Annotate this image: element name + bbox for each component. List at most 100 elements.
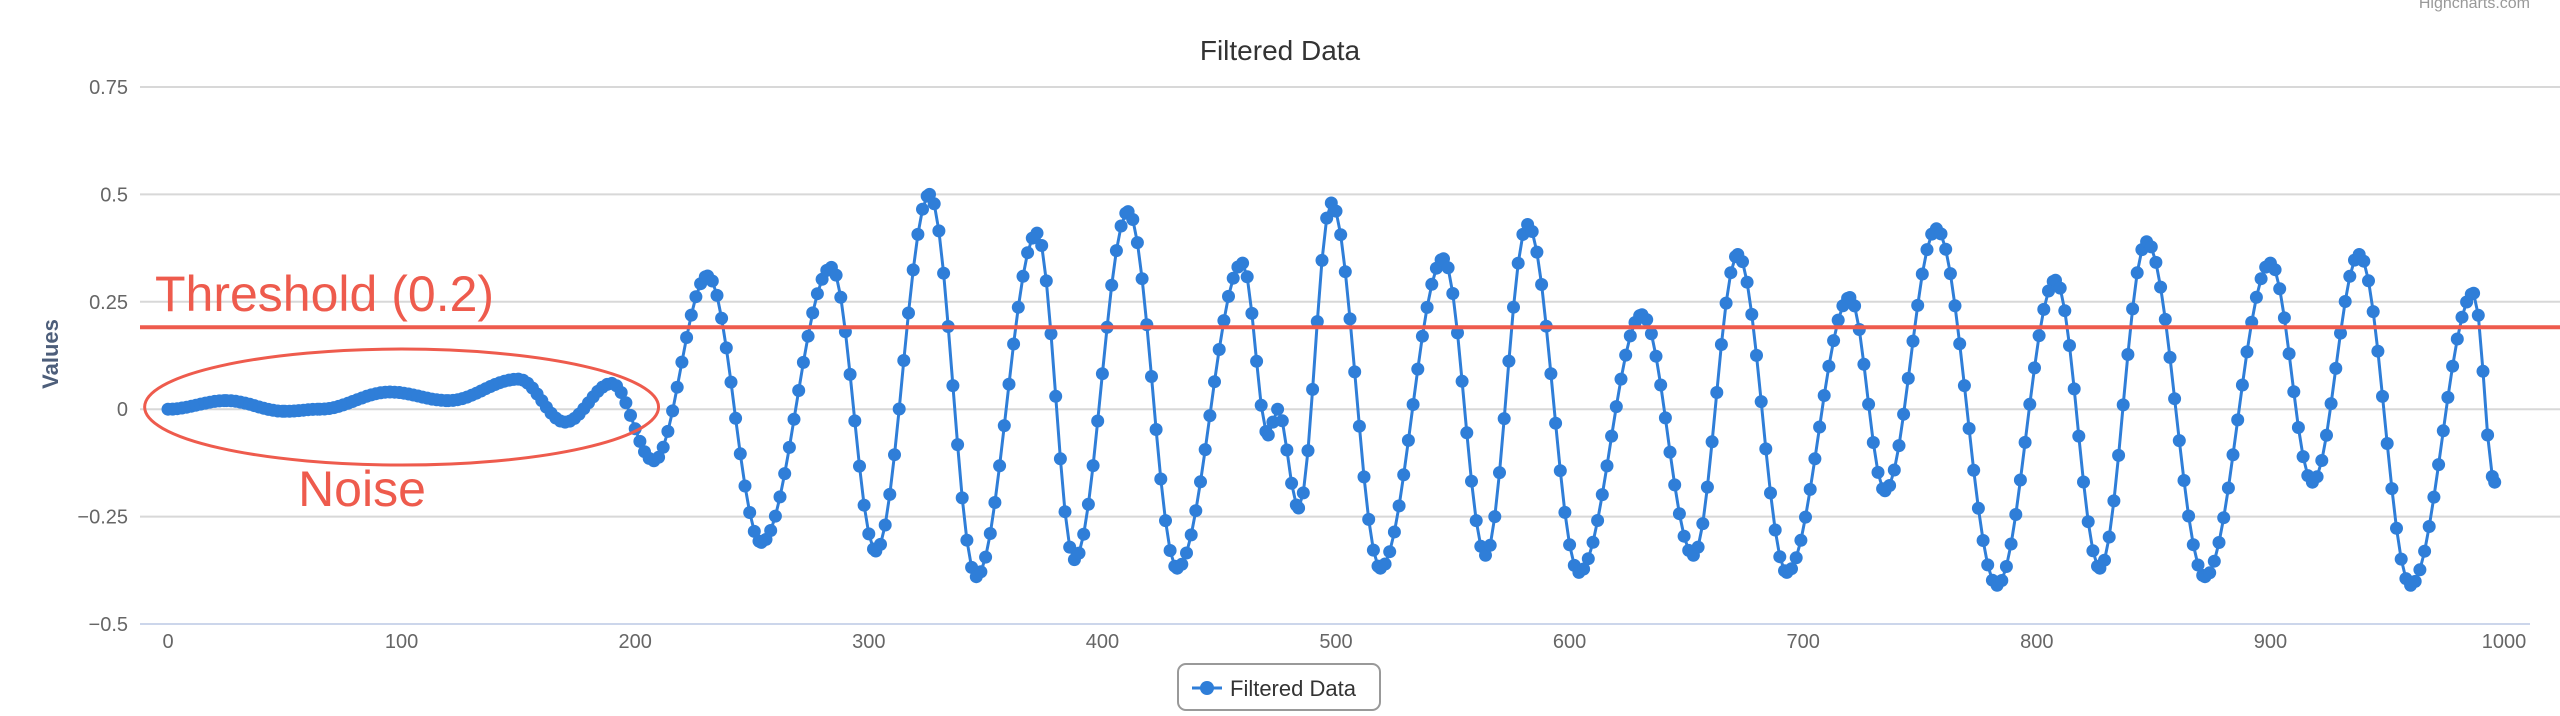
data-point[interactable] (993, 459, 1007, 473)
data-point[interactable] (1497, 412, 1511, 426)
data-point[interactable] (624, 408, 637, 422)
data-point[interactable] (1306, 382, 1320, 396)
data-point[interactable] (2287, 385, 2301, 399)
data-point[interactable] (2221, 481, 2235, 495)
data-point[interactable] (1794, 533, 1808, 547)
data-point[interactable] (2291, 421, 2305, 434)
data-point[interactable] (1488, 510, 1502, 524)
data-point[interactable] (2207, 554, 2221, 568)
data-point[interactable] (1768, 523, 1782, 537)
data-point[interactable] (897, 354, 911, 367)
data-point[interactable] (857, 498, 871, 512)
data-point[interactable] (782, 440, 796, 454)
data-point[interactable] (2254, 272, 2268, 286)
data-point[interactable] (1691, 540, 1705, 554)
data-point[interactable] (1605, 429, 1619, 443)
data-point[interactable] (1483, 538, 1497, 552)
data-point[interactable] (1871, 465, 1885, 479)
data-point[interactable] (2441, 390, 2455, 404)
data-point[interactable] (1007, 337, 1021, 351)
data-point[interactable] (1159, 514, 1172, 528)
data-point[interactable] (2028, 361, 2041, 375)
data-point[interactable] (2476, 364, 2490, 378)
data-point[interactable] (2072, 429, 2086, 443)
data-point[interactable] (1714, 338, 1728, 351)
data-point[interactable] (1525, 225, 1539, 238)
data-point[interactable] (1511, 256, 1525, 270)
data-point[interactable] (1254, 398, 1268, 412)
data-point[interactable] (1091, 414, 1105, 428)
data-point[interactable] (834, 290, 848, 304)
data-point[interactable] (1563, 538, 1577, 552)
data-point[interactable] (2172, 434, 2186, 448)
data-point[interactable] (1189, 504, 1203, 518)
data-point[interactable] (927, 197, 941, 211)
data-point[interactable] (1320, 211, 1334, 225)
data-point[interactable] (1700, 480, 1714, 494)
data-point[interactable] (1967, 463, 1981, 477)
data-point[interactable] (1149, 423, 1163, 436)
data-point[interactable] (1640, 313, 1654, 327)
data-point[interactable] (997, 419, 1011, 433)
data-point[interactable] (960, 533, 974, 547)
data-point[interactable] (902, 306, 915, 320)
data-point[interactable] (1971, 501, 1985, 515)
data-point[interactable] (1154, 472, 1168, 486)
data-point[interactable] (2231, 413, 2245, 427)
data-point[interactable] (1852, 323, 1866, 336)
data-point[interactable] (853, 459, 866, 473)
data-point[interactable] (1705, 435, 1719, 449)
data-point[interactable] (2273, 282, 2287, 296)
data-point[interactable] (1315, 253, 1329, 267)
data-point[interactable] (1180, 546, 1193, 560)
data-point[interactable] (764, 524, 778, 537)
data-point[interactable] (2296, 450, 2310, 464)
data-point[interactable] (2324, 397, 2338, 411)
data-point[interactable] (1827, 334, 1841, 348)
data-point[interactable] (1126, 213, 1140, 226)
data-point[interactable] (1939, 242, 1953, 256)
data-point[interactable] (2067, 382, 2081, 396)
data-point[interactable] (792, 384, 806, 397)
data-point[interactable] (1724, 266, 1738, 280)
data-point[interactable] (1135, 272, 1149, 286)
data-point[interactable] (1803, 482, 1817, 496)
data-point[interactable] (1271, 402, 1285, 416)
data-point[interactable] (1822, 359, 1836, 373)
data-point[interactable] (2277, 311, 2291, 325)
data-point[interactable] (1184, 528, 1198, 542)
data-point[interactable] (955, 491, 969, 505)
data-point[interactable] (2168, 392, 2182, 406)
data-point[interactable] (747, 524, 761, 538)
data-point[interactable] (2432, 458, 2446, 472)
data-point[interactable] (2413, 563, 2427, 577)
data-point[interactable] (1644, 327, 1658, 341)
data-point[interactable] (1348, 365, 1362, 379)
data-point[interactable] (1044, 327, 1058, 341)
data-point[interactable] (2376, 389, 2389, 403)
data-point[interactable] (1357, 470, 1371, 484)
data-point[interactable] (1011, 300, 1025, 314)
data-point[interactable] (1063, 540, 1077, 554)
data-point[interactable] (2203, 566, 2217, 580)
data-point[interactable] (1397, 468, 1411, 482)
data-point[interactable] (1906, 334, 1920, 348)
data-point[interactable] (1081, 497, 1095, 511)
data-point[interactable] (1897, 407, 1911, 421)
data-point[interactable] (2362, 274, 2375, 288)
data-point[interactable] (1016, 269, 1030, 283)
data-point[interactable] (1591, 514, 1605, 527)
data-point[interactable] (1329, 204, 1343, 218)
data-point[interactable] (2315, 454, 2329, 467)
data-point[interactable] (2450, 332, 2464, 346)
data-point[interactable] (2158, 312, 2172, 326)
legend[interactable]: Filtered Data (1177, 663, 1381, 711)
data-point[interactable] (787, 412, 801, 426)
data-point[interactable] (2077, 475, 2090, 489)
data-point[interactable] (743, 506, 757, 519)
data-point[interactable] (862, 527, 876, 541)
data-point[interactable] (719, 341, 733, 355)
data-point[interactable] (1808, 452, 1822, 466)
data-point[interactable] (675, 355, 689, 369)
data-point[interactable] (633, 434, 647, 448)
